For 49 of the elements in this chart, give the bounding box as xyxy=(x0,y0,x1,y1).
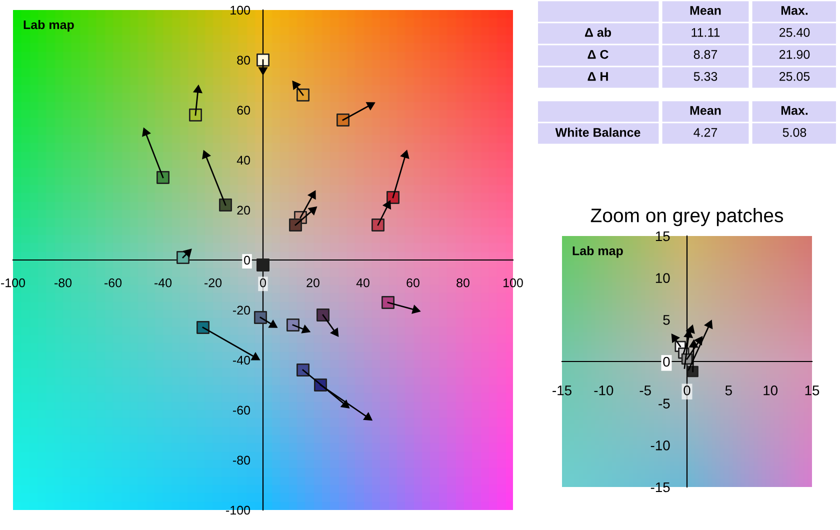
y-tick-label: 60 xyxy=(237,106,250,115)
text: Lab map xyxy=(24,20,74,32)
y-tick-label: -60 xyxy=(232,406,250,415)
y-tick-label: -10 xyxy=(650,440,670,450)
x-tick-label: -5 xyxy=(640,386,651,396)
text: Lab map xyxy=(572,246,623,258)
y-tick-label: 40 xyxy=(236,156,250,165)
x-tick-label: 0 xyxy=(260,278,266,288)
chart-title: Zoom on grey patches xyxy=(590,208,784,226)
x-tick-label: 40 xyxy=(356,278,370,288)
text: 25.40 xyxy=(779,28,810,37)
x-tick-label: 60 xyxy=(406,278,420,288)
y-tick-label: -80 xyxy=(232,456,250,465)
x-tick-label: 10 xyxy=(764,385,778,396)
x-tick-label: 15 xyxy=(805,386,820,396)
text: 11.11 xyxy=(692,28,720,37)
x-tick-label: 0 xyxy=(684,385,690,396)
text: 25.05 xyxy=(779,72,810,81)
text: 5.08 xyxy=(782,128,806,137)
x-tick-label: 80 xyxy=(456,278,470,288)
x-tick-label: -20 xyxy=(204,278,222,288)
y-tick-label: 5 xyxy=(663,315,670,325)
text: Mean xyxy=(690,106,721,115)
x-tick-label: 5 xyxy=(725,386,732,396)
y-tick-label: 20 xyxy=(237,206,250,215)
text: 21.90 xyxy=(779,50,810,59)
text: Mean xyxy=(690,6,721,15)
y-tick-label: -5 xyxy=(658,398,670,409)
y-tick-label: 80 xyxy=(237,56,250,65)
text: Max. xyxy=(781,106,808,115)
text: Δ H xyxy=(588,72,608,81)
text: 5.33 xyxy=(694,72,718,81)
text: 4.27 xyxy=(694,128,718,137)
y-tick-label: 0 xyxy=(244,256,250,265)
x-tick-label: -15 xyxy=(552,386,572,396)
text: Max. xyxy=(781,6,808,15)
text: White Balance xyxy=(555,128,640,137)
x-tick-label: 20 xyxy=(306,278,320,288)
y-tick-label: 0 xyxy=(663,356,670,367)
x-tick-label: -80 xyxy=(54,278,72,288)
y-tick-label: -40 xyxy=(232,356,250,365)
x-tick-label: -10 xyxy=(594,385,614,396)
text: 8.87 xyxy=(694,50,718,59)
x-tick-label: -100 xyxy=(1,278,26,288)
text: Δ ab xyxy=(584,28,612,37)
x-tick-label: -60 xyxy=(104,278,122,288)
text: Δ C xyxy=(588,50,608,59)
y-tick-label: -20 xyxy=(232,306,250,315)
x-tick-label: -40 xyxy=(154,278,172,288)
